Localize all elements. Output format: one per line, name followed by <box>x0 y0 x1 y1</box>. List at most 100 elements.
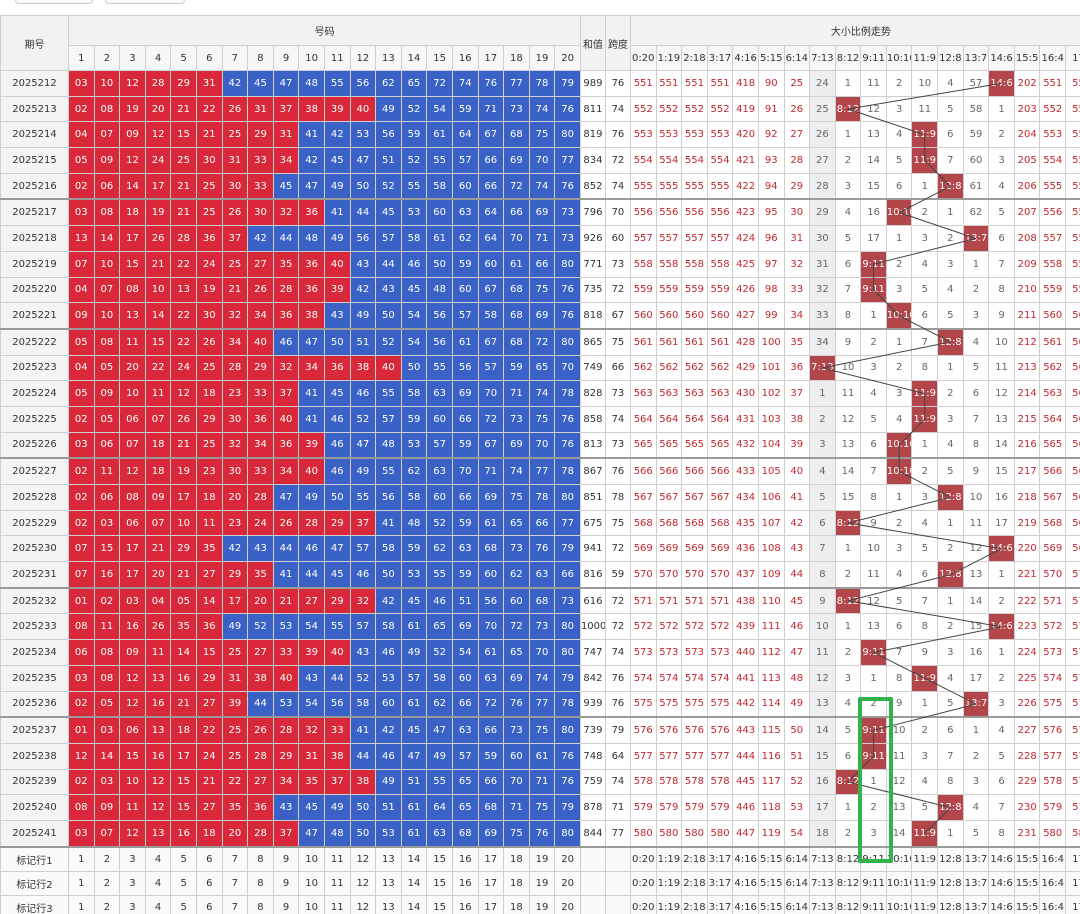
trend-cell: 58 <box>1065 819 1080 848</box>
trend-cell: 3 <box>885 535 913 563</box>
number-ball: 31 <box>221 147 249 174</box>
trend-cell: 574 <box>655 664 683 692</box>
trend-cell: 49 <box>783 690 811 718</box>
footer-cell: 3 <box>119 895 146 914</box>
number-ball: 28 <box>221 354 249 382</box>
trend-cell: 575 <box>681 690 708 718</box>
number-ball: 55 <box>426 147 453 174</box>
issue-cell: 2025224 <box>0 380 69 407</box>
trend-cell: 423 <box>732 198 759 227</box>
trend-cell: 5 <box>937 95 964 123</box>
number-ball: 77 <box>554 147 581 174</box>
number-ball: 23 <box>221 509 249 537</box>
trend-cell: 565 <box>1039 431 1067 459</box>
number-ball: 62 <box>375 70 402 97</box>
trend-cell: 18 <box>809 819 836 848</box>
number-ball: 36 <box>298 276 325 304</box>
span-cell: 74 <box>604 95 631 123</box>
table-row: 2025217 03 08 18 19 21 25 26 30 32 36 41 44 45 53 60 63 6… <box>0 198 1080 227</box>
footer-cell: 17 <box>477 870 505 897</box>
trend-cell: 563 <box>1039 380 1067 407</box>
trend-cell: 1 <box>937 586 964 615</box>
number-ball: 01 <box>68 586 95 615</box>
number-ball: 55 <box>400 172 428 200</box>
issue-cell: 2025212 <box>0 70 69 97</box>
number-ball: 19 <box>144 198 172 227</box>
number-ball: 68 <box>503 302 530 330</box>
trend-cell: 1 <box>834 121 862 149</box>
number-ball: 66 <box>451 405 479 433</box>
number-ball: 49 <box>375 768 402 796</box>
trend-cell: 119 <box>757 819 785 848</box>
table-row: 标记行1 1 2 3 4 5 6 7 8 9 10 11 12 13 14 15 16 17 18 19 20 0:20 1… <box>0 845 1080 872</box>
column-header: 1 <box>68 45 95 71</box>
trend-cell: 56 <box>1065 302 1080 330</box>
button[interactable] <box>15 0 93 4</box>
number-ball: 77 <box>503 70 530 97</box>
table-row: 2025235 03 08 12 13 16 29 31 38 40 43 44 52 53 57 58 60 6… <box>0 664 1080 692</box>
footer-cell: 5:15 <box>757 870 785 897</box>
trend-table-wrap: 期号 号码 和值 跨度 大小比例走势 1 2 3 4 5 6 7 8 9 10 11 12 13 14 15 16 17 1… <box>0 15 1080 914</box>
number-ball: 44 <box>298 561 325 589</box>
trend-cell: 567 <box>706 484 734 511</box>
trend-cell: 556 <box>1039 198 1067 227</box>
trend-cell: 56 <box>1065 484 1080 511</box>
trend-cell: 14 <box>962 586 990 615</box>
number-ball: 47 <box>298 172 325 200</box>
footer-cell: 12:8 <box>937 845 964 872</box>
trend-cell: 577 <box>655 742 683 770</box>
hit-cell: 10:10 <box>885 431 913 459</box>
trend-cell: 554 <box>1039 147 1067 174</box>
button[interactable] <box>105 0 185 4</box>
sum-cell: 771 <box>579 250 606 278</box>
number-ball: 36 <box>195 613 223 641</box>
number-ball: 21 <box>170 198 197 227</box>
trend-cell: 419 <box>732 95 759 123</box>
trend-cell: 3 <box>937 405 964 433</box>
trend-cell: 116 <box>757 742 785 770</box>
trend-cell: 568 <box>706 509 734 537</box>
number-ball: 04 <box>68 354 95 382</box>
number-ball: 63 <box>451 198 479 227</box>
footer-cell: 16 <box>451 895 479 914</box>
number-ball: 76 <box>477 70 505 97</box>
number-ball: 78 <box>554 690 581 718</box>
number-ball: 21 <box>170 431 197 459</box>
number-ball: 57 <box>349 613 377 641</box>
column-header: 2:18 <box>681 45 708 71</box>
number-ball: 44 <box>323 664 351 692</box>
number-ball: 80 <box>554 250 581 278</box>
number-ball: 32 <box>272 354 300 382</box>
number-ball: 56 <box>451 354 479 382</box>
number-ball: 61 <box>400 690 428 718</box>
trend-cell: 226 <box>1013 690 1041 718</box>
trend-cell: 26 <box>809 121 836 149</box>
number-ball: 65 <box>451 768 479 796</box>
issue-cell: 2025219 <box>0 250 69 278</box>
trend-cell: 55 <box>1065 121 1080 149</box>
number-ball: 51 <box>375 794 402 821</box>
trend-cell: 553 <box>706 121 734 149</box>
number-ball: 67 <box>477 121 505 149</box>
trend-cell: 100 <box>757 327 785 356</box>
footer-label: 标记行1 <box>0 845 69 872</box>
number-ball: 60 <box>477 561 505 589</box>
footer-cell: 1 <box>68 845 95 872</box>
number-ball: 59 <box>400 535 428 563</box>
column-header: 3:17 <box>706 45 734 71</box>
number-ball: 80 <box>554 484 581 511</box>
number-ball: 73 <box>528 613 556 641</box>
number-ball: 57 <box>400 664 428 692</box>
number-ball: 44 <box>375 250 402 278</box>
trend-cell: 1 <box>860 768 887 796</box>
number-ball: 12 <box>119 690 146 718</box>
number-ball: 56 <box>426 302 453 330</box>
footer-cell: 1:19 <box>655 845 683 872</box>
span-cell: 78 <box>604 484 631 511</box>
trend-cell: 227 <box>1013 716 1041 744</box>
number-ball: 52 <box>349 405 377 433</box>
trend-cell: 6 <box>885 613 913 641</box>
number-ball: 54 <box>298 613 325 641</box>
trend-cell: 441 <box>732 664 759 692</box>
trend-cell: 557 <box>681 225 708 252</box>
